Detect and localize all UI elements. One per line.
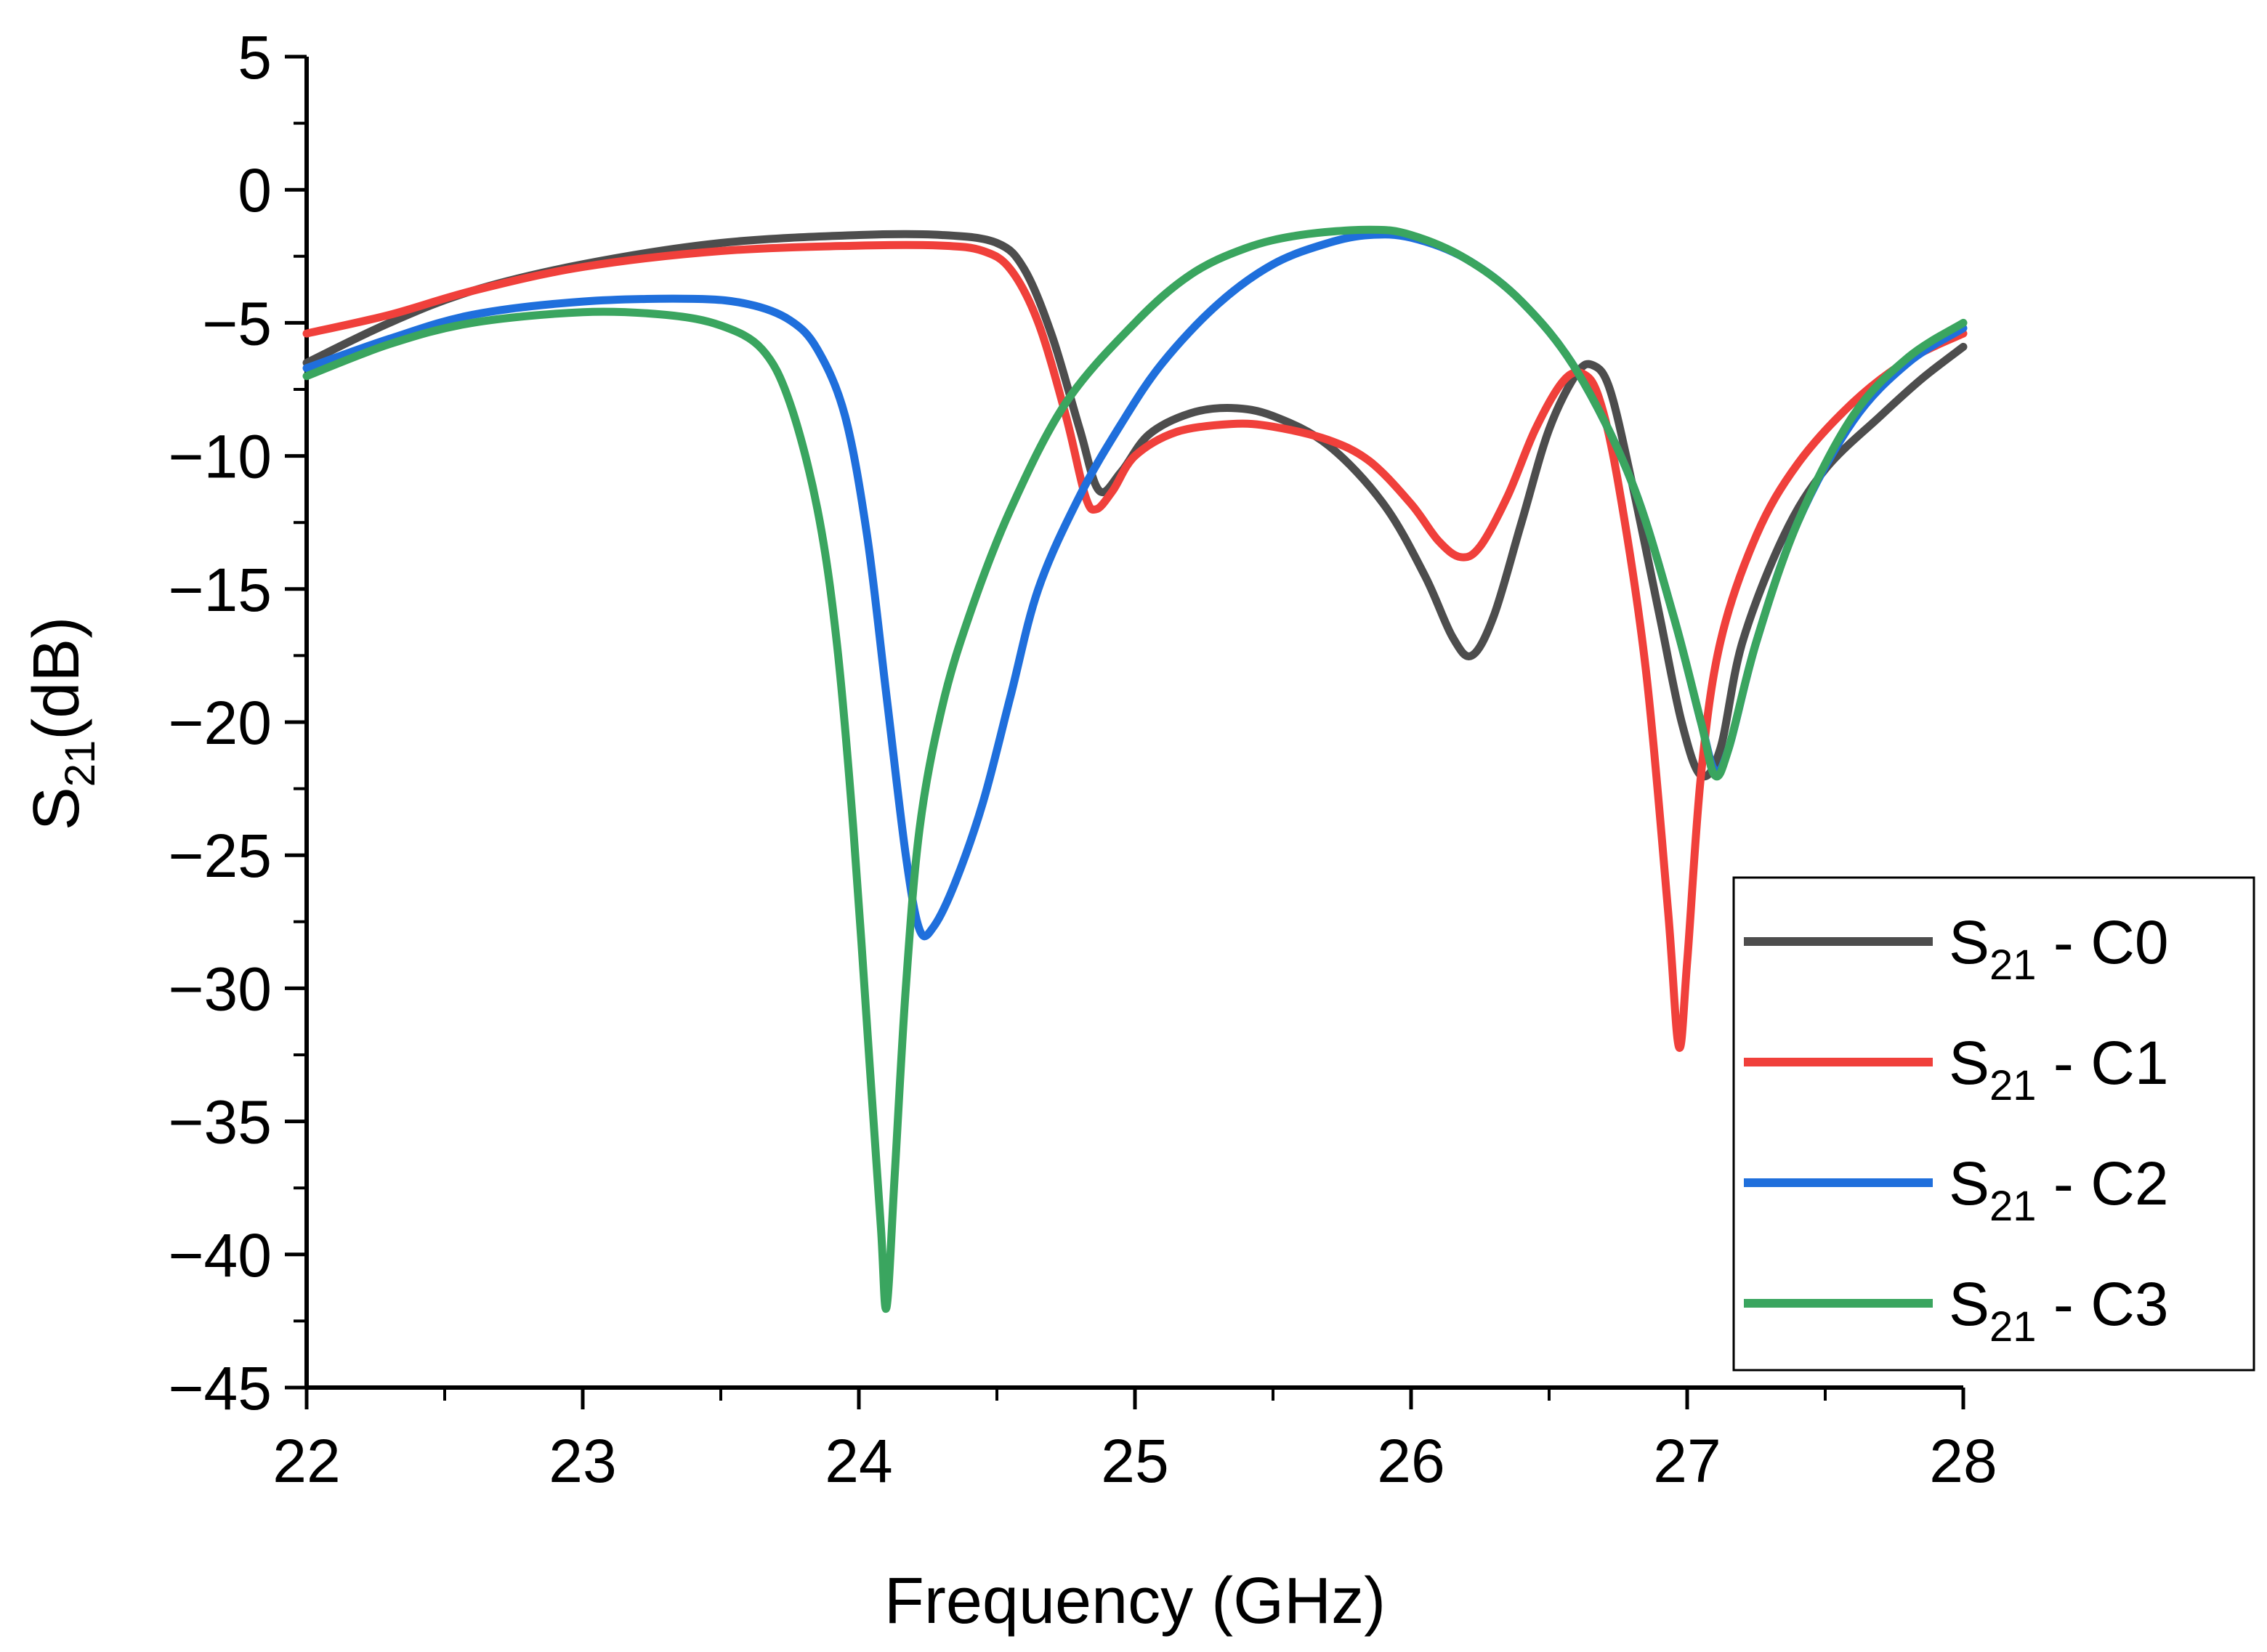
series-line-c0 <box>302 230 1968 781</box>
y-tick-label: −25 <box>169 822 272 890</box>
y-tick-label: 5 <box>238 23 272 92</box>
y-tick-label: −15 <box>169 556 272 624</box>
x-tick-label: 28 <box>1929 1427 1997 1495</box>
y-tick-label: 0 <box>238 156 272 224</box>
legend: S21 - C0 S21 - C1 S21 - C2 S21 - C3 <box>1732 876 2255 1372</box>
y-axis-title-sub: 21 <box>57 740 104 787</box>
x-tick-label: 27 <box>1653 1427 1721 1495</box>
x-ticks: 22 23 24 25 26 27 28 <box>272 1388 1997 1495</box>
y-ticks: 5 0 −5 −10 −15 −20 −25 −30 −35 −40 −45 <box>169 23 307 1422</box>
legend-label-c3: S21 - C3 <box>1949 1270 2169 1351</box>
y-tick-label: −35 <box>169 1088 272 1157</box>
x-tick-label: 26 <box>1377 1427 1444 1495</box>
series-line-c3 <box>302 225 1968 1313</box>
x-tick-label: 25 <box>1101 1427 1168 1495</box>
legend-box <box>1732 876 2255 1372</box>
legend-label-c0: S21 - C0 <box>1949 908 2169 989</box>
series-layer <box>302 225 1968 1313</box>
y-tick-label: −10 <box>169 423 272 491</box>
svg-text:S21(dB): S21(dB) <box>20 617 104 831</box>
y-axis-title-main: S <box>20 787 93 830</box>
legend-label-c2: S21 - C2 <box>1949 1149 2169 1230</box>
series-line-c1 <box>302 240 1968 1052</box>
x-tick-label: 22 <box>272 1427 340 1495</box>
series-line-c2 <box>302 230 1968 941</box>
plot-area <box>304 57 1963 1390</box>
x-tick-label: 23 <box>549 1427 616 1495</box>
y-tick-label: −30 <box>169 955 272 1023</box>
y-tick-label: −40 <box>169 1221 272 1289</box>
x-tick-label: 24 <box>825 1427 892 1495</box>
y-axis-title: S21(dB) <box>20 617 104 831</box>
y-tick-label: −5 <box>202 289 272 357</box>
legend-label-c1: S21 - C1 <box>1949 1029 2169 1109</box>
y-tick-label: −45 <box>169 1354 272 1422</box>
x-axis-title: Frequency (GHz) <box>884 1565 1386 1637</box>
y-axis-title-suffix: (dB) <box>20 617 93 740</box>
y-tick-label: −20 <box>169 689 272 757</box>
